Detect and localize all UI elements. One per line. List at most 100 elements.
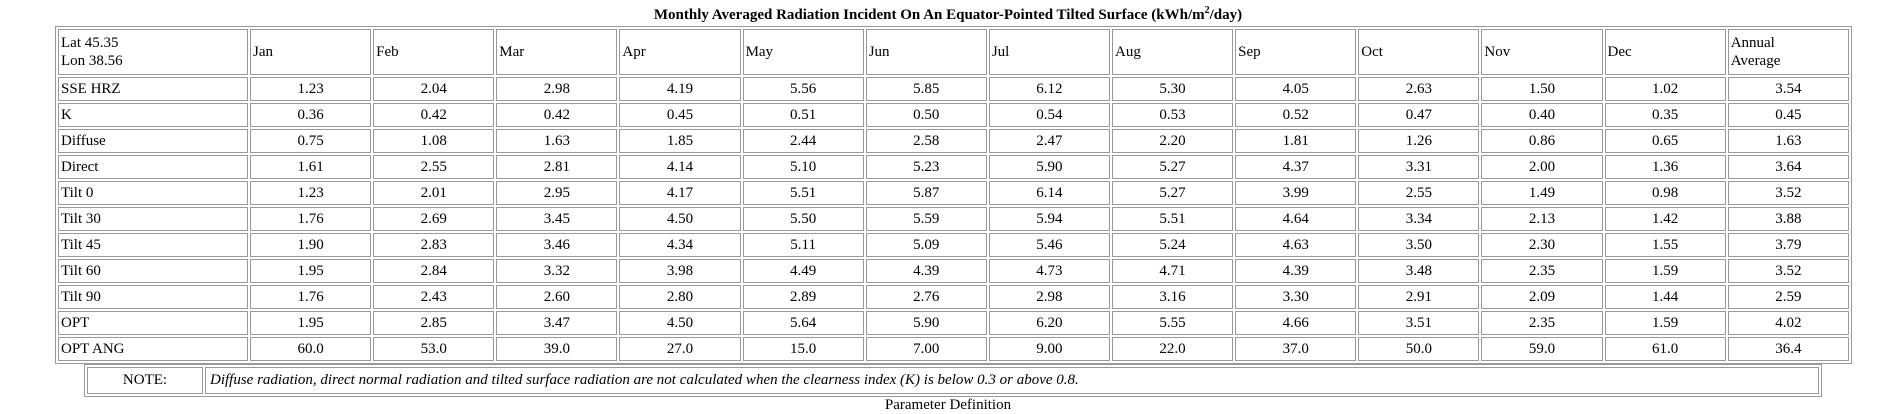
month-header-jun: Jun — [865, 29, 987, 75]
table-row: Tilt 90 1.76 2.43 2.60 2.80 2.89 2.76 2.98 3.16 3… — [58, 285, 1849, 309]
table-cell: 4.17 — [619, 181, 741, 205]
table-cell: 2.47 — [988, 129, 1110, 153]
table-cell: 2.58 — [865, 129, 987, 153]
annual-average-header: Annual Average — [1727, 29, 1849, 75]
table-cell: 4.73 — [988, 259, 1110, 283]
table-cell: 2.69 — [373, 207, 495, 231]
annual-header-line2: Average — [1730, 53, 1781, 69]
table-cell: 4.05 — [1235, 77, 1357, 101]
table-cell: 1.81 — [1235, 129, 1357, 153]
table-cell: 4.49 — [742, 259, 864, 283]
table-cell: 3.32 — [496, 259, 618, 283]
table-cell: 5.90 — [988, 155, 1110, 179]
row-label: SSE HRZ — [58, 77, 248, 101]
table-cell: 60.0 — [250, 337, 372, 361]
table-cell: 2.95 — [496, 181, 618, 205]
row-label: Tilt 0 — [58, 181, 248, 205]
table-cell: 3.45 — [496, 207, 618, 231]
table-cell: 5.23 — [865, 155, 987, 179]
annual-average-cell: 3.79 — [1727, 233, 1849, 257]
table-cell: 22.0 — [1111, 337, 1234, 361]
table-cell: 5.30 — [1111, 77, 1234, 101]
month-header-mar: Mar — [496, 29, 618, 75]
table-cell: 2.83 — [373, 233, 495, 257]
table-cell: 4.66 — [1235, 311, 1357, 335]
table-row: Diffuse 0.75 1.08 1.63 1.85 2.44 2.58 2.47 2.20 1… — [58, 129, 1849, 153]
table-cell: 5.56 — [742, 77, 864, 101]
table-cell: 6.20 — [988, 311, 1110, 335]
table-cell: 0.35 — [1604, 103, 1726, 127]
table-cell: 2.85 — [373, 311, 495, 335]
latitude-label: Lat 45.35 — [61, 35, 119, 51]
table-cell: 2.01 — [373, 181, 495, 205]
table-row: SSE HRZ 1.23 2.04 2.98 4.19 5.56 5.85 6.12 5.30 4… — [58, 77, 1849, 101]
table-cell: 2.35 — [1481, 259, 1603, 283]
row-label: Tilt 45 — [58, 233, 248, 257]
radiation-table-body: Lat 45.35 Lon 38.56 Jan Feb Mar Apr May … — [58, 29, 1849, 361]
row-label: Tilt 60 — [58, 259, 248, 283]
longitude-label: Lon 38.56 — [61, 53, 123, 69]
title-main: Monthly Averaged Radiation Incident On A… — [653, 7, 1205, 23]
month-header-oct: Oct — [1358, 29, 1480, 75]
table-cell: 1.02 — [1604, 77, 1726, 101]
table-cell: 3.34 — [1358, 207, 1480, 231]
table-cell: 1.50 — [1481, 77, 1603, 101]
table-cell: 2.80 — [619, 285, 741, 309]
table-cell: 1.59 — [1604, 311, 1726, 335]
month-header-sep: Sep — [1235, 29, 1357, 75]
table-cell: 3.98 — [619, 259, 741, 283]
row-label: OPT — [58, 311, 248, 335]
table-cell: 15.0 — [742, 337, 864, 361]
table-row: Direct 1.61 2.55 2.81 4.14 5.10 5.23 5.90 5.27 4.… — [58, 155, 1849, 179]
table-cell: 5.90 — [865, 311, 987, 335]
table-cell: 2.55 — [1358, 181, 1480, 205]
table-row: OPT 1.95 2.85 3.47 4.50 5.64 5.90 6.20 5.55 4.66 3… — [58, 311, 1849, 335]
table-cell: 2.04 — [373, 77, 495, 101]
table-cell: 2.89 — [742, 285, 864, 309]
table-cell: 0.75 — [250, 129, 372, 153]
table-cell: 3.16 — [1111, 285, 1234, 309]
table-cell: 0.45 — [619, 103, 741, 127]
table-cell: 1.95 — [250, 259, 372, 283]
table-cell: 0.65 — [1604, 129, 1726, 153]
table-row: Tilt 0 1.23 2.01 2.95 4.17 5.51 5.87 6.14 5.27 3.… — [58, 181, 1849, 205]
table-cell: 0.42 — [496, 103, 618, 127]
table-cell: 4.14 — [619, 155, 741, 179]
table-cell: 3.48 — [1358, 259, 1480, 283]
table-row: Tilt 60 1.95 2.84 3.32 3.98 4.49 4.39 4.73 4.71 4… — [58, 259, 1849, 283]
table-cell: 2.84 — [373, 259, 495, 283]
annual-average-cell: 3.88 — [1727, 207, 1849, 231]
table-cell: 5.64 — [742, 311, 864, 335]
table-cell: 5.87 — [865, 181, 987, 205]
month-header-may: May — [742, 29, 864, 75]
table-cell: 2.91 — [1358, 285, 1480, 309]
table-cell: 5.27 — [1111, 155, 1234, 179]
table-row: Tilt 30 1.76 2.69 3.45 4.50 5.50 5.59 5.94 5.51 4… — [58, 207, 1849, 231]
table-cell: 4.50 — [619, 311, 741, 335]
table-cell: 1.85 — [619, 129, 741, 153]
table-cell: 3.30 — [1235, 285, 1357, 309]
table-cell: 3.99 — [1235, 181, 1357, 205]
table-row: K 0.36 0.42 0.42 0.45 0.51 0.50 0.54 0.53 0.52 0.4… — [58, 103, 1849, 127]
table-cell: 0.42 — [373, 103, 495, 127]
table-cell: 1.23 — [250, 77, 372, 101]
table-cell: 4.19 — [619, 77, 741, 101]
month-header-apr: Apr — [619, 29, 741, 75]
table-cell: 5.51 — [742, 181, 864, 205]
table-title: Monthly Averaged Radiation Incident On A… — [0, 6, 1896, 24]
row-label: K — [58, 103, 248, 127]
table-cell: 1.49 — [1481, 181, 1603, 205]
table-cell: 3.46 — [496, 233, 618, 257]
annual-average-cell: 36.4 — [1727, 337, 1849, 361]
table-cell: 53.0 — [373, 337, 495, 361]
table-cell: 4.39 — [1235, 259, 1357, 283]
month-header-feb: Feb — [373, 29, 495, 75]
table-cell: 3.51 — [1358, 311, 1480, 335]
table-cell: 0.98 — [1604, 181, 1726, 205]
table-cell: 2.98 — [988, 285, 1110, 309]
table-cell: 2.20 — [1111, 129, 1234, 153]
table-cell: 1.08 — [373, 129, 495, 153]
table-cell: 2.13 — [1481, 207, 1603, 231]
table-cell: 1.95 — [250, 311, 372, 335]
table-cell: 1.23 — [250, 181, 372, 205]
